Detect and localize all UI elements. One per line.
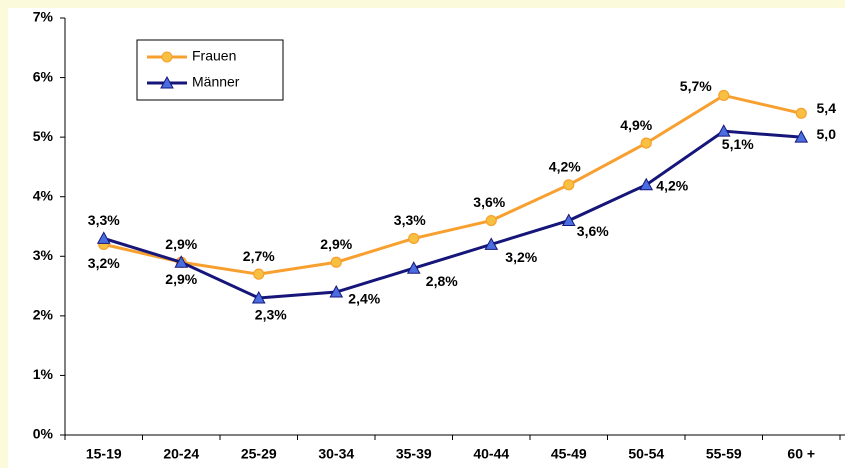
y-tick-label: 2% [33,307,54,323]
y-tick-label: 1% [33,366,54,382]
x-tick-label: 50-54 [628,446,664,462]
data-label: 4,9% [620,117,652,133]
y-tick-label: 0% [33,426,54,442]
x-tick-label: 30-34 [318,446,354,462]
legend-marker [161,51,173,63]
data-label: 3,2% [505,249,537,265]
marker [718,89,730,102]
y-tick-label: 5% [33,128,54,144]
x-tick-label: 20-24 [163,446,199,462]
marker [640,137,652,149]
marker [795,107,807,119]
x-tick-label: 35-39 [396,446,432,462]
data-label: 2,9% [165,236,197,252]
marker [563,179,575,191]
marker [639,177,654,191]
legend: Frauen Männer [136,39,284,101]
data-label: 4,2% [656,178,688,194]
data-label: 3,3% [88,212,120,228]
data-label: 5,0 [817,126,837,142]
x-tick-label: 40-44 [473,446,509,462]
data-label: 3,2% [88,255,120,271]
data-label: 3,6% [577,223,609,239]
data-label: 2,3% [255,307,287,323]
marker [329,284,344,298]
marker [485,214,497,227]
marker [251,290,266,304]
data-label: 3,6% [473,194,505,210]
data-label: 2,9% [320,236,352,252]
series-line [103,129,802,300]
x-tick-label: 55-59 [706,446,742,462]
y-tick-label: 7% [33,9,54,25]
data-label: 5,7% [680,78,712,94]
legend-label: Männer [192,74,240,90]
marker [174,255,189,268]
marker [484,237,499,250]
legend-box [136,39,284,101]
data-label: 5,4 [817,100,837,116]
data-label: 3,3% [394,212,426,228]
x-tick-label: 60 + [787,446,815,462]
data-label: 2,9% [165,271,197,287]
marker [406,261,421,274]
marker [408,232,420,245]
marker [330,256,342,268]
data-label: 2,7% [243,248,275,264]
y-tick-label: 4% [33,187,54,203]
marker [253,268,265,280]
data-label: 5,1% [722,136,754,152]
x-tick-label: 45-49 [551,446,587,462]
data-label: 4,2% [549,159,581,175]
x-tick-label: 25-29 [241,446,277,462]
y-tick-label: 6% [33,68,54,84]
series-line [103,93,802,276]
x-tick-label: 15-19 [86,446,122,462]
marker [716,124,731,137]
marker [794,130,809,143]
data-label: 2,8% [426,273,458,289]
marker [96,231,111,244]
y-tick-label: 3% [33,247,54,263]
marker [561,213,576,227]
legend-marker [160,75,174,89]
chart-background [8,8,845,468]
legend-label: Frauen [192,48,236,64]
data-label: 2,4% [348,291,380,307]
